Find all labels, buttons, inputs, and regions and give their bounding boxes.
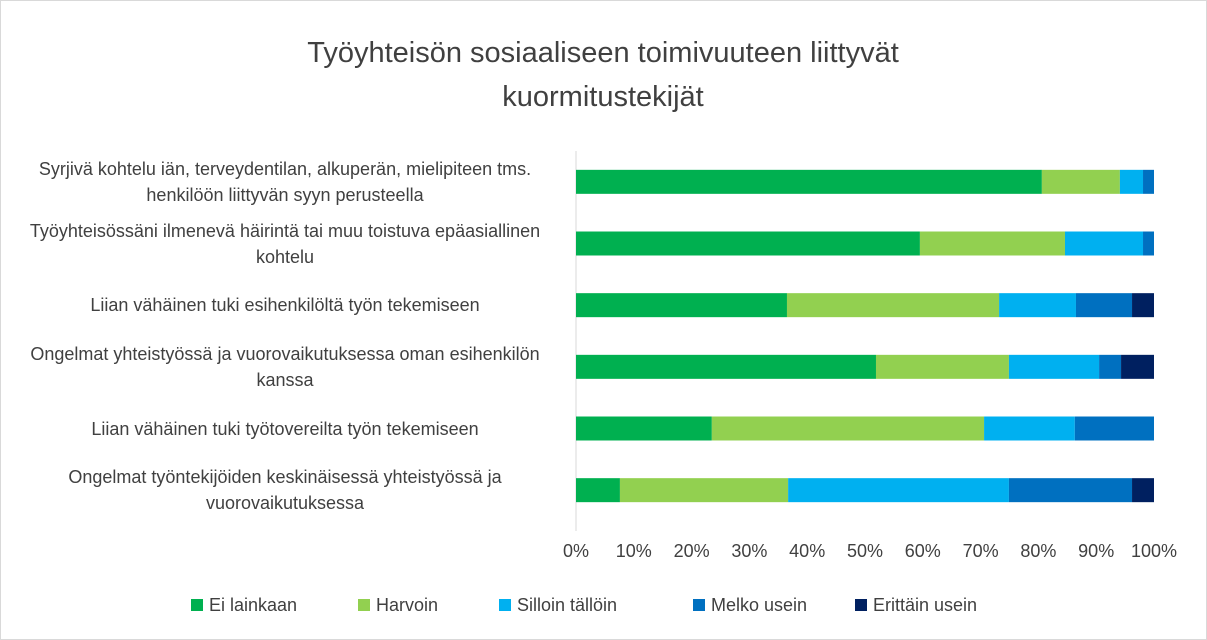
- x-tick-label: 0%: [563, 541, 589, 561]
- x-tick-label: 90%: [1078, 541, 1114, 561]
- bar-segment: [786, 293, 1000, 318]
- bar-segment: [576, 478, 620, 503]
- bar-segment: [919, 231, 1065, 256]
- legend-swatch: [358, 599, 370, 611]
- x-tick-label: 20%: [674, 541, 710, 561]
- x-tick-label: 30%: [731, 541, 767, 561]
- bar-segment: [1121, 354, 1154, 379]
- bar-segment: [1132, 478, 1154, 503]
- y-tick-label: Ongelmat yhteistyössä ja vuorovaikutukse…: [30, 343, 540, 390]
- bar-segment: [576, 293, 787, 318]
- bar-segment: [984, 416, 1075, 441]
- bar-segment: [711, 416, 985, 441]
- legend-label: Silloin tällöin: [517, 595, 617, 615]
- bar-segment: [1119, 169, 1144, 194]
- y-tick-label: Liian vähäinen tuki työtovereilta työn t…: [91, 418, 479, 439]
- y-tick-label: Ongelmat työntekijöiden keskinäisessä yh…: [68, 467, 502, 514]
- bar-segment: [1041, 169, 1120, 194]
- bar-segment: [576, 169, 1042, 194]
- legend-swatch: [499, 599, 511, 611]
- y-tick-label: Syrjivä kohtelu iän, terveydentilan, alk…: [38, 158, 532, 205]
- legend-swatch: [855, 599, 867, 611]
- legend-swatch: [191, 599, 203, 611]
- bar-segment: [576, 231, 920, 256]
- legend-swatch: [693, 599, 705, 611]
- bar-segment: [576, 354, 876, 379]
- legend-label: Melko usein: [711, 595, 807, 615]
- legend-label: Harvoin: [376, 595, 438, 615]
- bar-segment: [788, 478, 1009, 503]
- bar-segment: [1064, 231, 1144, 256]
- bar-segment: [1008, 354, 1100, 379]
- y-tick-label: Työyhteisössäni ilmenevä häirintä tai mu…: [29, 220, 541, 267]
- bar-segment: [619, 478, 789, 503]
- bar-segment: [875, 354, 1009, 379]
- legend-label: Erittäin usein: [873, 595, 977, 615]
- y-tick-label: Liian vähäinen tuki esihenkilöltä työn t…: [90, 295, 480, 316]
- chart-title: Työyhteisön sosiaaliseen toimivuuteen li…: [307, 37, 899, 113]
- x-tick-label: 10%: [616, 541, 652, 561]
- bar-segment: [1074, 416, 1154, 441]
- bar-segment: [1008, 478, 1133, 503]
- x-tick-label: 50%: [847, 541, 883, 561]
- bar-segment: [1075, 293, 1133, 318]
- x-tick-label: 40%: [789, 541, 825, 561]
- x-tick-label: 80%: [1020, 541, 1056, 561]
- bar-segment: [1099, 354, 1122, 379]
- bar-segment: [1143, 169, 1154, 194]
- bar-segment: [1132, 293, 1154, 318]
- x-tick-label: 60%: [905, 541, 941, 561]
- x-tick-label: 100%: [1131, 541, 1177, 561]
- legend-label: Ei lainkaan: [209, 595, 297, 615]
- x-tick-label: 70%: [963, 541, 999, 561]
- bar-segment: [1143, 231, 1154, 256]
- bar-segment: [999, 293, 1076, 318]
- bar-segment: [576, 416, 712, 441]
